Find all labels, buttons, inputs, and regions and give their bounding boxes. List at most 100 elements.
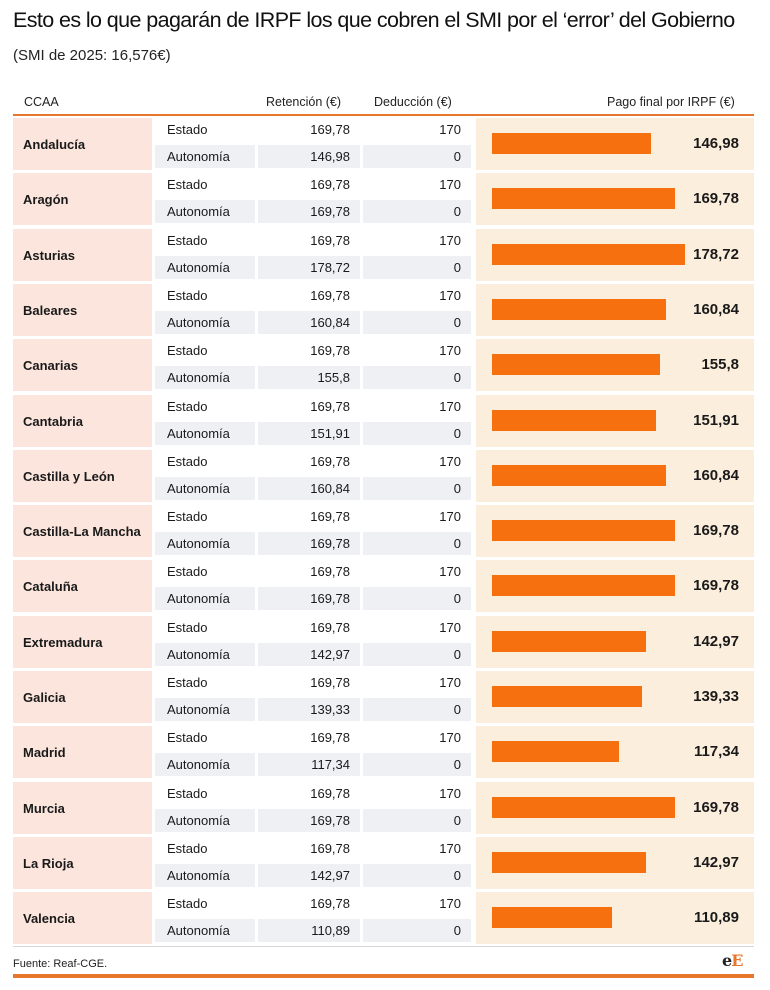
row-label-autonomia: Autonomía: [155, 366, 255, 389]
deduccion-autonomia: 0: [363, 698, 471, 721]
bar-value-label: 142,97: [693, 633, 739, 650]
footer-divider: [13, 946, 754, 947]
deduccion-estado: 170: [439, 122, 461, 137]
bar-cell: 117,34: [476, 726, 754, 778]
retencion-estado: 169,78: [310, 786, 350, 801]
bar-cell: 160,84: [476, 284, 754, 336]
region-name: Galicia: [13, 671, 152, 723]
row-label-estado: Estado: [167, 564, 208, 579]
retencion-estado: 169,78: [310, 122, 350, 137]
header-deduccion: Deducción (€): [374, 95, 452, 109]
deduccion-autonomia: 0: [363, 200, 471, 223]
bar-value-label: 178,72: [693, 246, 739, 263]
retencion-autonomia: 160,84: [258, 311, 360, 334]
bar-cell: 151,91: [476, 395, 754, 447]
logo-E: E: [731, 951, 743, 970]
retencion-estado: 169,78: [310, 343, 350, 358]
bar-value-label: 142,97: [693, 854, 739, 871]
deduccion-autonomia: 0: [363, 864, 471, 887]
retencion-autonomia: 117,34: [258, 753, 360, 776]
row-label-autonomia: Autonomía: [155, 587, 255, 610]
row-label-estado: Estado: [167, 177, 208, 192]
bar-mark: [492, 188, 675, 209]
deduccion-autonomia: 0: [363, 477, 471, 500]
bar-value-label: 139,33: [693, 688, 739, 705]
retencion-estado: 169,78: [310, 896, 350, 911]
retencion-estado: 169,78: [310, 564, 350, 579]
retencion-estado: 169,78: [310, 399, 350, 414]
deduccion-estado: 170: [439, 841, 461, 856]
bar-mark: [492, 741, 619, 762]
bar-value-label: 117,34: [693, 743, 739, 760]
retencion-autonomia: 142,97: [258, 864, 360, 887]
bottom-accent-line: [13, 974, 754, 978]
bar-value-label: 146,98: [693, 135, 739, 152]
region-name: Murcia: [13, 782, 152, 834]
row-label-autonomia: Autonomía: [155, 643, 255, 666]
region-name: Valencia: [13, 892, 152, 944]
deduccion-autonomia: 0: [363, 366, 471, 389]
bar-mark: [492, 907, 612, 928]
retencion-estado: 169,78: [310, 233, 350, 248]
retencion-autonomia: 155,8: [258, 366, 360, 389]
retencion-estado: 169,78: [310, 620, 350, 635]
retencion-autonomia: 178,72: [258, 256, 360, 279]
bar-mark: [492, 686, 642, 707]
publisher-logo: eE: [722, 951, 743, 970]
row-label-autonomia: Autonomía: [155, 864, 255, 887]
chart-subtitle: (SMI de 2025: 16,576€): [13, 47, 171, 64]
row-label-estado: Estado: [167, 122, 208, 137]
deduccion-autonomia: 0: [363, 919, 471, 942]
retencion-autonomia: 160,84: [258, 477, 360, 500]
bar-mark: [492, 797, 675, 818]
deduccion-estado: 170: [439, 730, 461, 745]
deduccion-autonomia: 0: [363, 422, 471, 445]
bar-cell: 178,72: [476, 229, 754, 281]
retencion-autonomia: 169,78: [258, 532, 360, 555]
row-label-estado: Estado: [167, 399, 208, 414]
region-name: Castilla y León: [13, 450, 152, 502]
region-name: Extremadura: [13, 616, 152, 668]
row-label-estado: Estado: [167, 288, 208, 303]
source-note: Fuente: Reaf-CGE.: [13, 958, 108, 970]
retencion-autonomia: 146,98: [258, 145, 360, 168]
retencion-autonomia: 169,78: [258, 587, 360, 610]
bar-value-label: 169,78: [693, 190, 739, 207]
deduccion-estado: 170: [439, 786, 461, 801]
retencion-autonomia: 110,89: [258, 919, 360, 942]
deduccion-estado: 170: [439, 509, 461, 524]
row-label-estado: Estado: [167, 233, 208, 248]
bar-cell: 169,78: [476, 173, 754, 225]
header-pago: Pago final por IRPF (€): [607, 95, 735, 109]
deduccion-estado: 170: [439, 896, 461, 911]
row-label-autonomia: Autonomía: [155, 422, 255, 445]
header-divider: [13, 114, 754, 116]
bar-mark: [492, 575, 675, 596]
retencion-autonomia: 169,78: [258, 200, 360, 223]
bar-mark: [492, 299, 666, 320]
deduccion-autonomia: 0: [363, 532, 471, 555]
deduccion-estado: 170: [439, 620, 461, 635]
deduccion-estado: 170: [439, 343, 461, 358]
row-label-estado: Estado: [167, 896, 208, 911]
bar-cell: 160,84: [476, 450, 754, 502]
deduccion-autonomia: 0: [363, 809, 471, 832]
deduccion-estado: 170: [439, 233, 461, 248]
retencion-estado: 169,78: [310, 454, 350, 469]
bar-mark: [492, 520, 675, 541]
bar-value-label: 160,84: [693, 467, 739, 484]
bar-value-label: 110,89: [693, 909, 739, 926]
retencion-autonomia: 151,91: [258, 422, 360, 445]
row-label-autonomia: Autonomía: [155, 256, 255, 279]
row-label-autonomia: Autonomía: [155, 200, 255, 223]
row-label-autonomia: Autonomía: [155, 809, 255, 832]
row-label-autonomia: Autonomía: [155, 311, 255, 334]
row-label-estado: Estado: [167, 454, 208, 469]
row-label-estado: Estado: [167, 509, 208, 524]
region-name: Madrid: [13, 726, 152, 778]
retencion-estado: 169,78: [310, 177, 350, 192]
deduccion-estado: 170: [439, 288, 461, 303]
header-ccaa: CCAA: [24, 95, 59, 109]
row-label-estado: Estado: [167, 343, 208, 358]
